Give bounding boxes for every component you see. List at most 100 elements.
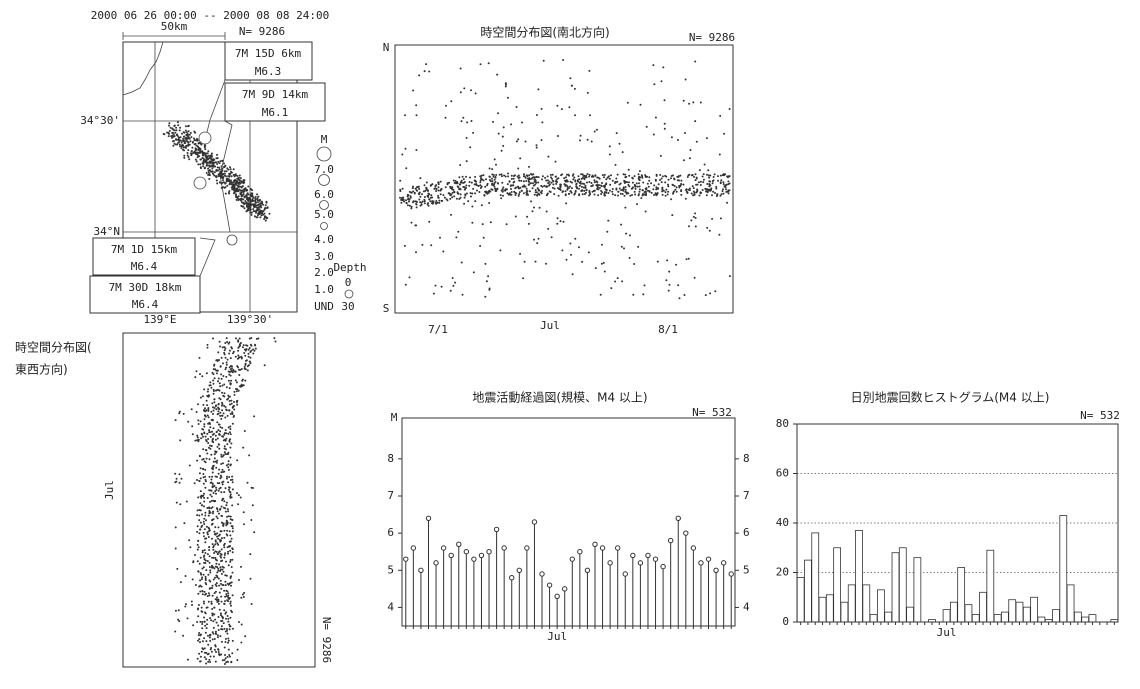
- event-dot: [222, 362, 224, 365]
- stem-head: [705, 556, 712, 562]
- event-dot: [202, 531, 205, 534]
- event-dot: [213, 613, 216, 616]
- event-dot: [409, 195, 412, 198]
- event-dot: [186, 154, 189, 157]
- event-dot: [215, 507, 218, 510]
- event-dot: [431, 200, 434, 203]
- event-dot: [201, 593, 204, 596]
- bar: [979, 591, 987, 623]
- event-dot: [537, 181, 540, 184]
- event-dot: [657, 183, 660, 186]
- event-dot: [688, 187, 691, 190]
- event-dot: [203, 500, 206, 503]
- event-dot: [461, 293, 464, 296]
- mainshock: [193, 176, 207, 190]
- event-dot: [546, 175, 549, 178]
- event-dot: [214, 645, 217, 648]
- event-dot: [702, 173, 705, 176]
- event-dot: [647, 185, 650, 188]
- event-dot: [403, 200, 406, 203]
- event-dot: [624, 186, 627, 188]
- event-dot: [244, 364, 247, 366]
- event-dot: [177, 124, 180, 127]
- event-dot: [496, 187, 499, 190]
- event-dot: [207, 442, 210, 444]
- event-dot: [217, 377, 220, 380]
- event-dot: [588, 175, 591, 178]
- event-dot: [524, 140, 527, 143]
- event-dot: [461, 175, 464, 178]
- event-dot: [243, 523, 245, 526]
- event-dot: [725, 190, 728, 193]
- event-dot: [243, 189, 246, 192]
- event-dot: [461, 181, 463, 184]
- event-dot: [210, 386, 213, 389]
- event-dot: [563, 183, 566, 186]
- event-dot: [418, 187, 421, 190]
- event-dot: [231, 652, 234, 655]
- event-dot: [494, 176, 497, 178]
- event-dot: [249, 343, 252, 346]
- event-dot: [497, 112, 500, 115]
- event-dot: [170, 135, 173, 138]
- event-dot: [218, 443, 220, 446]
- event-dot: [210, 495, 213, 498]
- event-dot: [220, 173, 223, 176]
- event-dot: [414, 187, 417, 190]
- event-dot: [168, 132, 171, 135]
- event-dot: [225, 595, 228, 598]
- event-dot: [255, 337, 258, 340]
- event-dot: [203, 647, 206, 650]
- event-dot: [606, 176, 609, 179]
- event-dot: [573, 176, 576, 179]
- event-dot: [236, 180, 239, 183]
- event-dot: [203, 517, 206, 520]
- event-dot: [211, 430, 213, 433]
- event-dot: [704, 294, 707, 297]
- event-dot: [231, 411, 234, 414]
- event-dot: [637, 193, 640, 196]
- event-dot: [415, 114, 418, 117]
- event-dot: [221, 565, 224, 568]
- event-dot: [236, 403, 239, 406]
- event-dot: [535, 144, 538, 147]
- event-dot: [203, 523, 206, 525]
- event-dot: [547, 155, 550, 158]
- event-dot: [701, 189, 704, 191]
- event-dot: [225, 337, 228, 340]
- legend-label: 5.0: [314, 208, 334, 221]
- event-dot: [259, 202, 262, 205]
- event-dot: [248, 364, 250, 367]
- x-tick-label: Jul: [547, 630, 567, 643]
- event-dot: [254, 201, 257, 204]
- event-dot: [216, 596, 218, 599]
- event-dot: [517, 185, 519, 188]
- event-dot: [479, 245, 482, 247]
- event-dot: [556, 222, 559, 225]
- event-dot: [201, 647, 204, 650]
- event-dot: [198, 652, 201, 655]
- event-box: [224, 41, 313, 81]
- event-dot: [250, 519, 253, 521]
- event-dot: [488, 179, 491, 181]
- event-dot: [197, 163, 200, 166]
- lon-label: 139°30': [227, 313, 273, 326]
- mainshock: [226, 234, 238, 246]
- event-dot: [676, 175, 679, 178]
- event-dot: [677, 175, 680, 178]
- event-dot: [611, 193, 614, 196]
- event-dot: [216, 359, 219, 361]
- event-dot: [569, 180, 572, 183]
- event-dot: [224, 595, 227, 598]
- event-dot: [472, 131, 475, 134]
- event-dot: [206, 623, 208, 626]
- bar: [957, 567, 966, 623]
- event-dot: [213, 407, 216, 409]
- event-dot: [557, 135, 559, 137]
- event-dot: [197, 634, 200, 637]
- event-dot: [248, 454, 251, 457]
- event-dot: [212, 388, 215, 391]
- event-dot: [194, 439, 197, 442]
- event-dot: [581, 173, 584, 176]
- event-dot: [725, 188, 727, 191]
